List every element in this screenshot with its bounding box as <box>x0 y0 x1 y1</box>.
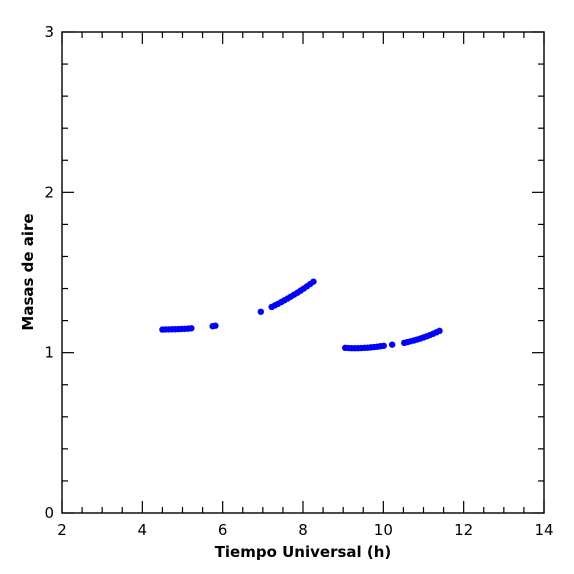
y-tick-label: 1 <box>44 344 54 362</box>
data-point <box>188 325 195 332</box>
x-tick-label: 12 <box>454 521 473 539</box>
y-tick-label: 3 <box>44 23 54 41</box>
y-tick-label: 0 <box>44 504 54 522</box>
x-tick-label: 8 <box>298 521 308 539</box>
y-tick-label: 2 <box>44 183 54 201</box>
plot-frame <box>61 31 545 514</box>
data-point <box>436 327 443 335</box>
y-axis-label: Masas de aire <box>19 213 37 330</box>
data-point <box>388 341 396 348</box>
x-tick-label: 14 <box>534 521 553 539</box>
x-tick-label: 4 <box>138 521 148 539</box>
data-point <box>212 322 219 329</box>
x-tick-label: 2 <box>57 521 67 539</box>
data-point <box>257 308 265 315</box>
data-points <box>159 278 443 352</box>
data-point <box>310 278 317 285</box>
x-tick-label: 10 <box>374 521 393 539</box>
x-axis-label: Tiempo Universal (h) <box>215 543 392 561</box>
x-tick-label: 6 <box>218 521 228 539</box>
axis-ticks <box>61 31 545 514</box>
data-point <box>380 342 387 349</box>
